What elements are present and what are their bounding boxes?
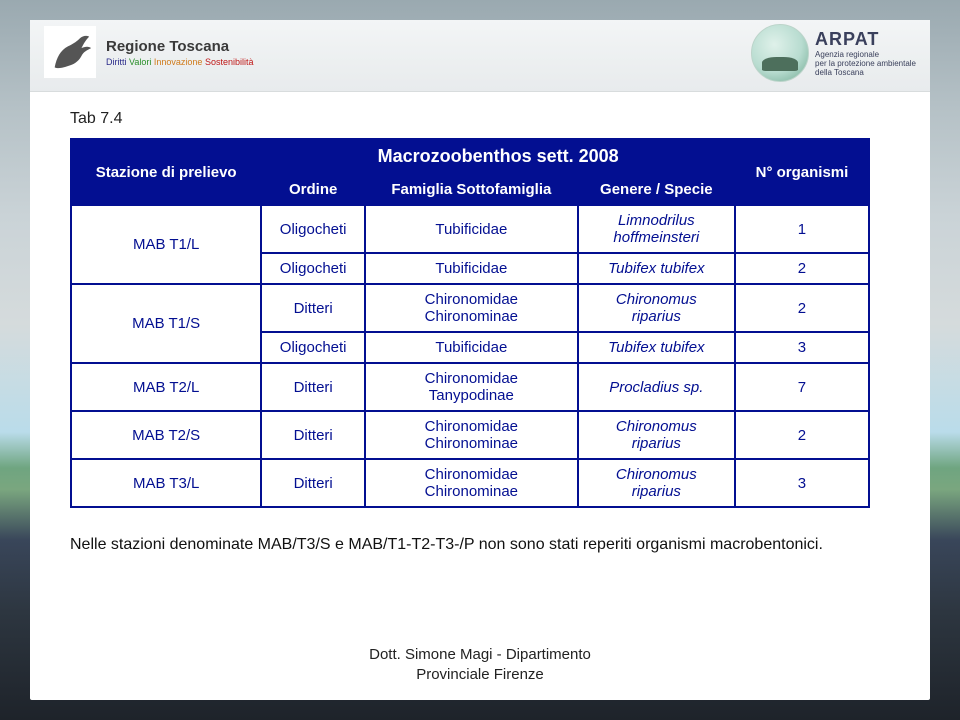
table-row: MAB T2/SDitteriChironomidaeChironominaeC… (71, 411, 869, 459)
cell-ordine: Ditteri (261, 459, 365, 507)
cell-station: MAB T2/L (71, 363, 261, 411)
col-n: N° organismi (735, 139, 869, 205)
cell-n: 7 (735, 363, 869, 411)
table-number: Tab 7.4 (70, 110, 890, 128)
content-area: Tab 7.4 Stazione di prelievo Macrozooben… (70, 110, 890, 556)
region-text: Regione Toscana Diritti Valori Innovazio… (106, 38, 253, 67)
col-famiglia: Famiglia Sottofamiglia (365, 174, 578, 205)
cell-n: 2 (735, 253, 869, 284)
cell-n: 1 (735, 205, 869, 253)
col-genere: Genere / Specie (578, 174, 735, 205)
cell-famiglia: Tubificidae (365, 253, 578, 284)
table-row: MAB T1/SDitteriChironomidaeChironominaeC… (71, 284, 869, 332)
cell-genere: Limnodrilushoffmeinsteri (578, 205, 735, 253)
cell-genere: Tubifex tubifex (578, 332, 735, 363)
cell-genere: Chironomusriparius (578, 459, 735, 507)
logo-arpat: ARPAT Agenzia regionale per la protezion… (751, 24, 916, 82)
pegasus-icon (44, 26, 96, 78)
cell-n: 2 (735, 411, 869, 459)
cell-ordine: Ditteri (261, 411, 365, 459)
cell-station: MAB T1/S (71, 284, 261, 363)
cell-famiglia: ChironomidaeTanypodinae (365, 363, 578, 411)
footer-line2: Provinciale Firenze (30, 665, 930, 685)
arpat-sub2: per la protezione ambientale (815, 59, 916, 68)
cell-station: MAB T1/L (71, 205, 261, 284)
footer: Dott. Simone Magi - Dipartimento Provinc… (30, 645, 930, 684)
cell-ordine: Oligocheti (261, 253, 365, 284)
cell-station: MAB T3/L (71, 459, 261, 507)
region-title: Regione Toscana (106, 38, 253, 55)
cell-ordine: Ditteri (261, 363, 365, 411)
arpat-text: ARPAT Agenzia regionale per la protezion… (815, 29, 916, 78)
cell-n: 3 (735, 332, 869, 363)
cell-station: MAB T2/S (71, 411, 261, 459)
footer-line1: Dott. Simone Magi - Dipartimento (30, 645, 930, 665)
arpat-sub1: Agenzia regionale (815, 50, 916, 59)
cell-famiglia: ChironomidaeChironominae (365, 459, 578, 507)
cell-famiglia: Tubificidae (365, 205, 578, 253)
cell-n: 3 (735, 459, 869, 507)
data-table: Stazione di prelievo Macrozoobenthos set… (70, 138, 870, 508)
slide-panel: Regione Toscana Diritti Valori Innovazio… (30, 20, 930, 700)
caption-text: Nelle stazioni denominate MAB/T3/S e MAB… (70, 534, 890, 556)
arpat-name: ARPAT (815, 29, 916, 50)
cell-ordine: Oligocheti (261, 205, 365, 253)
table-body: MAB T1/LOligochetiTubificidaeLimnodrilus… (71, 205, 869, 507)
cell-ordine: Oligocheti (261, 332, 365, 363)
cell-ordine: Ditteri (261, 284, 365, 332)
table-row: MAB T2/LDitteriChironomidaeTanypodinaePr… (71, 363, 869, 411)
cell-famiglia: ChironomidaeChironominae (365, 284, 578, 332)
cell-genere: Procladius sp. (578, 363, 735, 411)
arpat-sub3: della Toscana (815, 68, 916, 77)
region-subtitle: Diritti Valori Innovazione Sostenibilità (106, 57, 253, 67)
cell-genere: Chironomusriparius (578, 411, 735, 459)
col-ordine: Ordine (261, 174, 365, 205)
col-stazione: Stazione di prelievo (71, 139, 261, 205)
cell-famiglia: Tubificidae (365, 332, 578, 363)
table-row: MAB T3/LDitteriChironomidaeChironominaeC… (71, 459, 869, 507)
header-strip: Regione Toscana Diritti Valori Innovazio… (30, 20, 930, 92)
cell-genere: Tubifex tubifex (578, 253, 735, 284)
arpat-badge-icon (751, 24, 809, 82)
table-row: MAB T1/LOligochetiTubificidaeLimnodrilus… (71, 205, 869, 253)
cell-famiglia: ChironomidaeChironominae (365, 411, 578, 459)
table-title: Macrozoobenthos sett. 2008 (261, 139, 735, 174)
logo-regione: Regione Toscana Diritti Valori Innovazio… (44, 26, 253, 78)
cell-n: 2 (735, 284, 869, 332)
cell-genere: Chironomusriparius (578, 284, 735, 332)
